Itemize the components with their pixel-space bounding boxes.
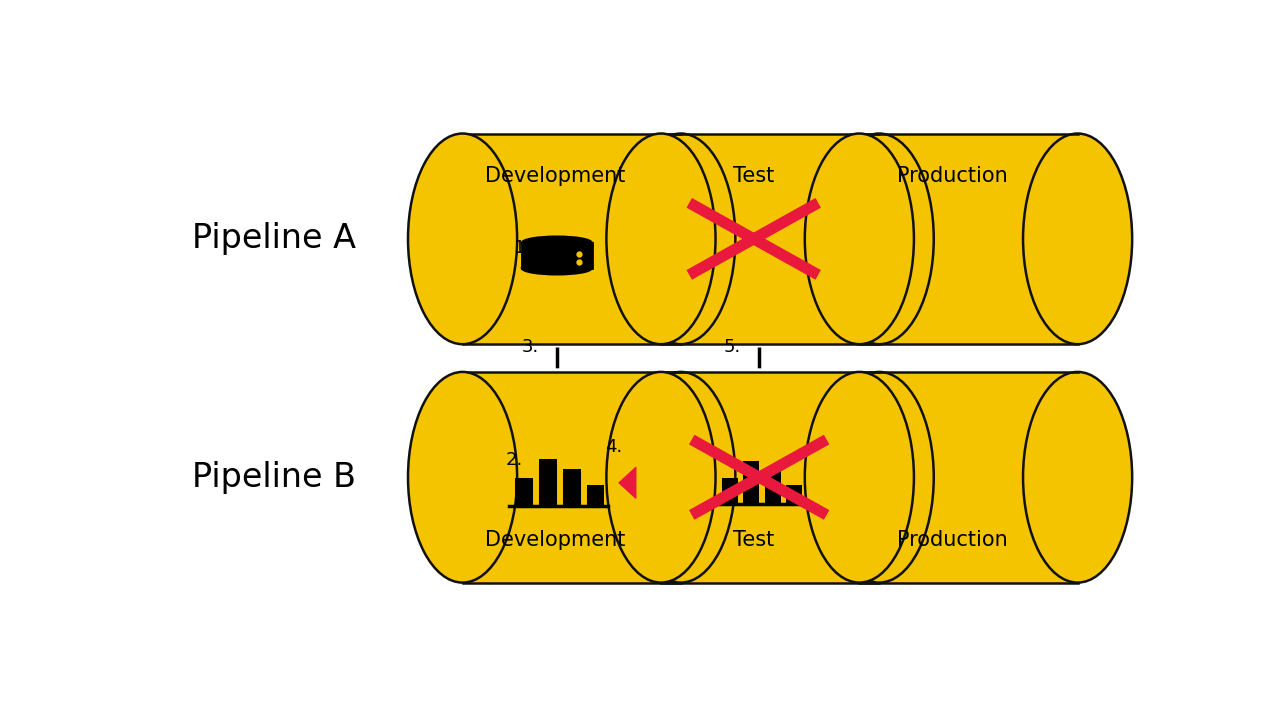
Polygon shape bbox=[586, 485, 604, 506]
Text: Pipeline A: Pipeline A bbox=[192, 222, 356, 256]
Ellipse shape bbox=[522, 249, 591, 261]
Text: Pipeline B: Pipeline B bbox=[192, 461, 356, 494]
Polygon shape bbox=[786, 485, 803, 504]
Polygon shape bbox=[764, 471, 781, 504]
Ellipse shape bbox=[805, 372, 914, 582]
Text: Production: Production bbox=[897, 531, 1007, 551]
Text: 5.: 5. bbox=[724, 338, 741, 356]
Polygon shape bbox=[515, 478, 532, 506]
Polygon shape bbox=[859, 133, 1078, 344]
Ellipse shape bbox=[607, 372, 716, 582]
Ellipse shape bbox=[805, 133, 914, 344]
Ellipse shape bbox=[408, 372, 517, 582]
Polygon shape bbox=[539, 459, 557, 506]
Text: 2.: 2. bbox=[506, 451, 522, 469]
Text: Production: Production bbox=[897, 166, 1007, 186]
Polygon shape bbox=[859, 372, 1078, 582]
Ellipse shape bbox=[824, 133, 934, 344]
Polygon shape bbox=[563, 469, 581, 506]
Polygon shape bbox=[462, 133, 681, 344]
Polygon shape bbox=[660, 372, 879, 582]
Ellipse shape bbox=[626, 133, 736, 344]
Text: 1.: 1. bbox=[513, 239, 531, 257]
Ellipse shape bbox=[408, 133, 517, 344]
Ellipse shape bbox=[824, 372, 934, 582]
Ellipse shape bbox=[607, 133, 716, 344]
Text: 4.: 4. bbox=[605, 438, 622, 456]
Text: Development: Development bbox=[485, 166, 626, 186]
Polygon shape bbox=[744, 462, 759, 504]
FancyArrowPatch shape bbox=[620, 467, 636, 498]
Text: 3.: 3. bbox=[522, 338, 539, 356]
Polygon shape bbox=[722, 478, 737, 504]
Text: Test: Test bbox=[733, 531, 774, 551]
Ellipse shape bbox=[1023, 133, 1132, 344]
Text: Development: Development bbox=[485, 531, 626, 551]
Ellipse shape bbox=[522, 237, 591, 249]
Ellipse shape bbox=[626, 372, 736, 582]
Polygon shape bbox=[522, 243, 591, 268]
Polygon shape bbox=[462, 372, 681, 582]
Ellipse shape bbox=[1023, 372, 1132, 582]
Ellipse shape bbox=[522, 261, 591, 274]
Polygon shape bbox=[660, 133, 879, 344]
Text: Test: Test bbox=[733, 166, 774, 186]
